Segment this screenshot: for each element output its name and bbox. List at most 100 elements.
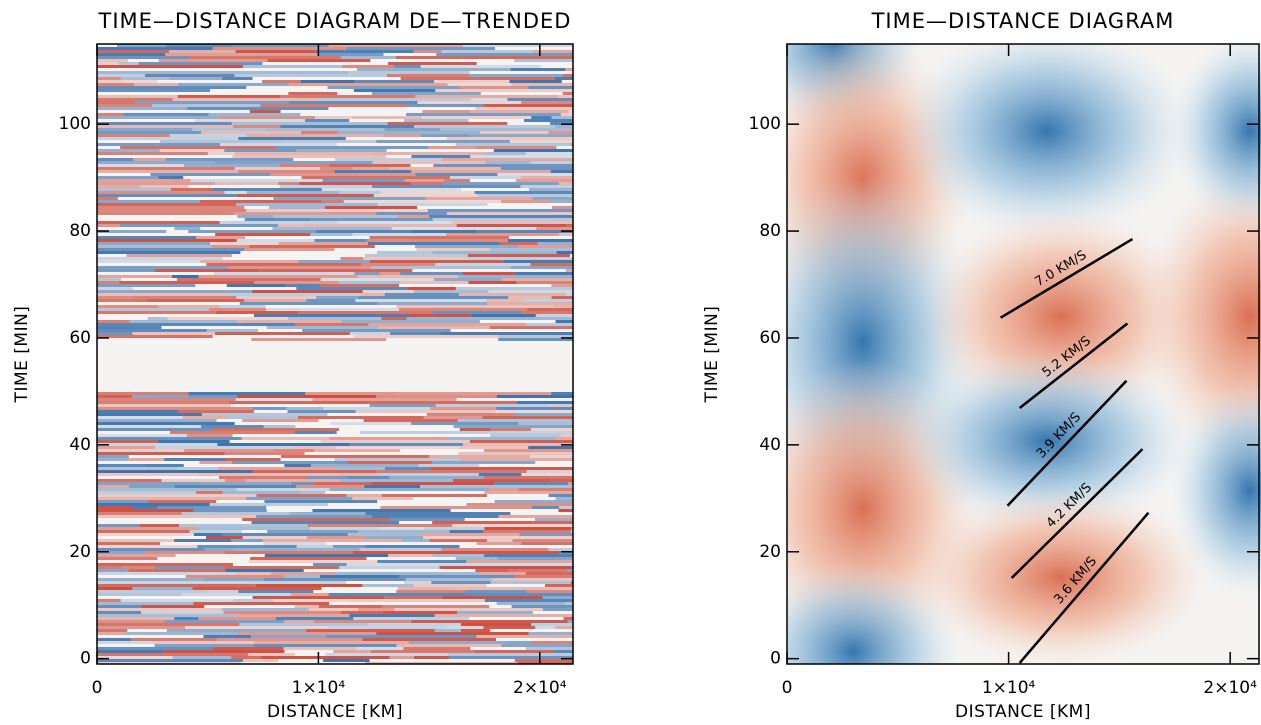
heatmap-stripe xyxy=(97,419,217,422)
heatmap-stripe xyxy=(346,494,382,497)
heatmap-stripe xyxy=(127,629,167,632)
heatmap-stripe xyxy=(558,95,573,98)
heatmap-stripe xyxy=(447,653,523,656)
heatmap-stripe xyxy=(446,233,560,236)
heatmap-stripe xyxy=(97,647,213,650)
heatmap-stripe xyxy=(299,182,412,185)
heatmap-stripe xyxy=(352,497,413,500)
heatmap-stripe xyxy=(223,611,341,614)
heatmap-stripe xyxy=(97,86,247,89)
heatmap-stripe xyxy=(97,515,257,518)
heatmap-stripe xyxy=(97,137,239,140)
heatmap-stripe xyxy=(183,164,280,167)
heatmap-stripe xyxy=(97,530,190,533)
heatmap-stripe xyxy=(251,521,399,524)
heatmap-stripe xyxy=(452,479,552,482)
heatmap-stripe xyxy=(548,131,573,134)
heatmap-stripe xyxy=(97,569,129,572)
heatmap-stripe xyxy=(362,638,496,641)
heatmap-stripe xyxy=(314,116,353,119)
heatmap-stripe xyxy=(366,557,455,560)
heatmap-stripe xyxy=(165,92,288,95)
heatmap-stripe xyxy=(212,647,284,650)
heatmap-stripe xyxy=(160,542,263,545)
heatmap-stripe xyxy=(461,188,529,191)
heatmap-stripe xyxy=(403,647,471,650)
heatmap-stripe xyxy=(249,110,281,113)
heatmap-stripe xyxy=(370,650,475,653)
heatmap-stripe xyxy=(192,509,267,512)
heatmap-stripe xyxy=(273,599,350,602)
x-tick-label: 2×10⁴ xyxy=(1203,678,1257,698)
heatmap-stripe xyxy=(242,419,319,422)
heatmap-stripe xyxy=(267,530,359,533)
heatmap-stripe xyxy=(571,635,573,638)
heatmap-stripe xyxy=(97,578,205,581)
heatmap-stripe xyxy=(97,452,225,455)
heatmap-stripe xyxy=(360,293,385,296)
heatmap-stripe xyxy=(141,605,205,608)
heatmap-stripe xyxy=(213,272,355,275)
heatmap-stripe xyxy=(458,275,573,278)
heatmap-stripe xyxy=(144,551,225,554)
heatmap-stripe xyxy=(133,296,237,299)
heatmap-stripe xyxy=(466,257,573,260)
heatmap-stripe xyxy=(354,272,380,275)
heatmap-stripe xyxy=(523,119,573,122)
heatmap-stripe xyxy=(97,551,145,554)
heatmap-stripe xyxy=(305,452,459,455)
heatmap-stripe xyxy=(219,221,338,224)
heatmap-stripe xyxy=(340,257,364,260)
heatmap-stripe xyxy=(139,524,180,527)
heatmap-stripe xyxy=(214,161,373,164)
heatmap-stripe xyxy=(253,77,401,80)
heatmap-stripe xyxy=(333,545,366,548)
heatmap-stripe xyxy=(520,185,573,188)
heatmap-stripe xyxy=(97,170,238,173)
heatmap-stripe xyxy=(498,338,573,341)
heatmap-stripe xyxy=(158,176,184,179)
heatmap-stripe xyxy=(349,614,435,617)
heatmap-stripe xyxy=(550,170,573,173)
heatmap-stripe xyxy=(226,416,298,419)
heatmap-stripe xyxy=(536,227,573,230)
heatmap-stripe xyxy=(442,596,543,599)
heatmap-stripe xyxy=(256,494,347,497)
heatmap-stripe xyxy=(337,143,456,146)
heatmap-stripe xyxy=(235,572,272,575)
heatmap-stripe xyxy=(253,644,397,647)
heatmap-stripe xyxy=(97,455,129,458)
heatmap-stripe xyxy=(97,80,123,83)
heatmap-stripe xyxy=(97,584,256,587)
heatmap-stripe xyxy=(254,410,288,413)
heatmap-stripe xyxy=(430,407,497,410)
heatmap-stripe xyxy=(486,584,545,587)
heatmap-stripe xyxy=(339,479,453,482)
heatmap-stripe xyxy=(119,224,278,227)
heatmap-stripe xyxy=(133,158,166,161)
heatmap-stripe xyxy=(234,74,387,77)
heatmap-stripe xyxy=(120,77,170,80)
heatmap-stripe xyxy=(266,128,385,131)
heatmap-stripe xyxy=(426,203,488,206)
plot-frame xyxy=(96,43,574,665)
heatmap-stripe xyxy=(182,416,227,419)
heatmap-stripe xyxy=(217,419,243,422)
y-tick-label: 0 xyxy=(80,649,91,669)
heatmap-stripe xyxy=(474,191,573,194)
heatmap-stripe xyxy=(226,293,361,296)
heatmap-stripe xyxy=(432,311,522,314)
heatmap-stripe xyxy=(238,137,346,140)
heatmap-stripe xyxy=(273,434,367,437)
heatmap-stripe xyxy=(432,461,536,464)
heatmap-stripe xyxy=(384,53,437,56)
heatmap-stripe xyxy=(434,614,573,617)
heatmap-stripe xyxy=(456,224,567,227)
heatmap-stripe xyxy=(314,620,412,623)
heatmap-stripe xyxy=(297,416,424,419)
heatmap-stripe xyxy=(355,299,487,302)
heatmap-stripe xyxy=(254,281,339,284)
heatmap-stripe xyxy=(413,50,442,53)
heatmap-stripe xyxy=(273,215,398,218)
heatmap-stripe xyxy=(97,587,133,590)
